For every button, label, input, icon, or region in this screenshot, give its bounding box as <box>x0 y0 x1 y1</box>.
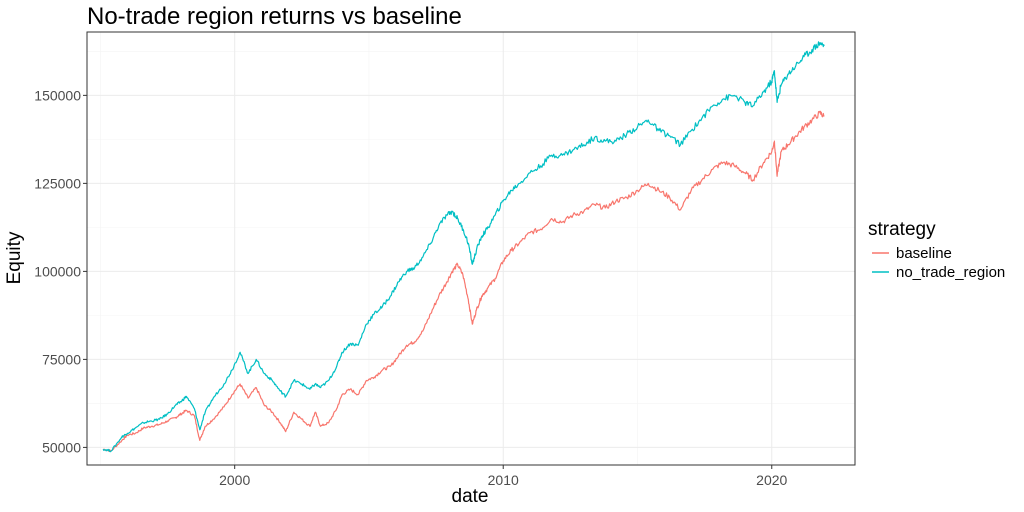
x-axis-title: date <box>452 486 489 507</box>
series-line-no-trade-region <box>102 41 825 453</box>
panel-border <box>86 31 856 466</box>
grid <box>87 32 855 465</box>
y-tick-label: 50000 <box>42 439 81 455</box>
legend-label-baseline: baseline <box>896 245 952 262</box>
y-axis: 50000 75000 100000 125000 150000 <box>34 87 87 455</box>
x-tick-label: 2010 <box>488 472 519 488</box>
y-tick-label: 150000 <box>34 87 81 103</box>
legend-title: strategy <box>868 219 936 240</box>
series-layer <box>102 41 825 453</box>
x-axis: 2000 2010 2020 <box>219 465 788 488</box>
legend: strategy baseline no_trade_region <box>868 219 1005 281</box>
x-tick-label: 2020 <box>756 472 787 488</box>
plot-area <box>86 31 856 466</box>
series-line-baseline <box>102 110 825 452</box>
legend-label-no-trade-region: no_trade_region <box>896 264 1005 281</box>
y-axis-title: Equity <box>4 231 25 284</box>
legend-items: baseline no_trade_region <box>872 245 1005 281</box>
y-tick-label: 100000 <box>34 263 81 279</box>
chart-title: No-trade region returns vs baseline <box>87 3 462 30</box>
y-tick-label: 75000 <box>42 351 81 367</box>
plot-background <box>87 32 855 465</box>
x-tick-label: 2000 <box>219 472 250 488</box>
y-tick-label: 125000 <box>34 175 81 191</box>
